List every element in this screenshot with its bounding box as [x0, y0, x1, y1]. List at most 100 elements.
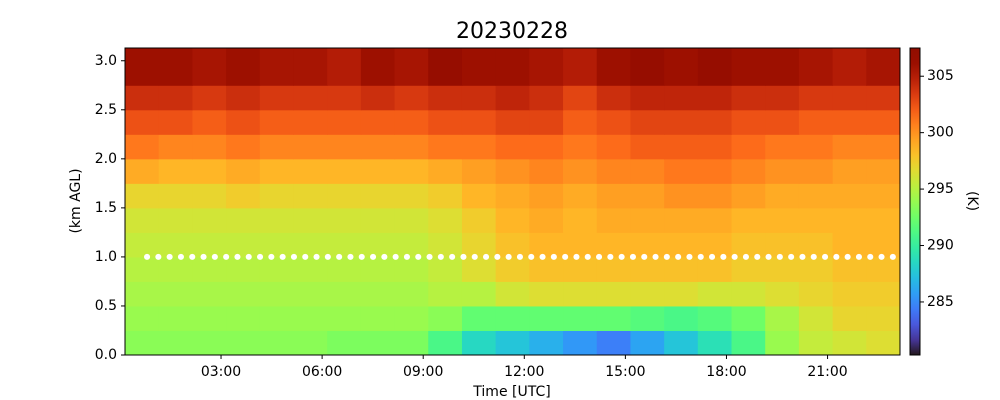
x-tick-label: 03:00 [201, 364, 241, 380]
plot-frame [124, 47, 901, 356]
heatmap-cell [529, 134, 564, 160]
heatmap-cell [765, 48, 800, 86]
y-tick-label: 1.0 [95, 249, 117, 265]
heatmap-cell [394, 232, 429, 258]
heatmap-cell [259, 330, 294, 356]
colorbar [909, 47, 921, 356]
heatmap-cell [664, 305, 699, 331]
heatmap-cell [563, 85, 598, 111]
heatmap-cell [327, 158, 362, 184]
heatmap-cell [529, 330, 564, 356]
heatmap-cell [765, 85, 800, 111]
heatmap-cell [866, 48, 901, 86]
heatmap-cell [259, 85, 294, 111]
heatmap-cell [866, 109, 901, 135]
heatmap-cell [125, 48, 160, 86]
heatmap-cell [394, 48, 429, 86]
heatmap-cell [158, 48, 193, 86]
heatmap-cell [832, 207, 867, 233]
heatmap-cell [529, 48, 564, 86]
heatmap-cell [293, 281, 328, 307]
heatmap-cell [798, 256, 834, 282]
heatmap-cell [293, 158, 328, 184]
heatmap-cell [158, 281, 193, 307]
heatmap-cell [563, 305, 598, 331]
heatmap-cell [664, 158, 699, 184]
heatmap-cell [765, 183, 800, 209]
heatmap-cell [327, 183, 362, 209]
heatmap-cell [563, 158, 598, 184]
heatmap-cell [428, 281, 463, 307]
heatmap-cell [697, 256, 733, 282]
heatmap-cell [192, 207, 227, 233]
heatmap-cell [293, 48, 328, 86]
heatmap-cell [158, 109, 193, 135]
heatmap-cell [731, 158, 766, 184]
heatmap-cell [664, 48, 699, 86]
heatmap-cell [495, 281, 530, 307]
heatmap-cell [259, 232, 294, 258]
x-tick-label: 06:00 [302, 364, 342, 380]
heatmap-cell [529, 109, 564, 135]
y-tick-label: 0.5 [95, 298, 117, 314]
y-tick-label: 2.5 [95, 102, 117, 118]
heatmap-cell [394, 330, 429, 356]
heatmap-cell [866, 85, 901, 111]
x-tick-label: 12:00 [504, 364, 544, 380]
heatmap-cell [226, 183, 261, 209]
heatmap-cell [428, 256, 463, 282]
heatmap-cell [428, 85, 463, 111]
heatmap-cell [664, 281, 699, 307]
colorbar-label: (K) [964, 191, 980, 211]
heatmap-cell [158, 134, 193, 160]
heatmap-cell [563, 134, 598, 160]
y-axis-label: (km AGL) [68, 168, 84, 233]
heatmap-cell [158, 232, 193, 258]
heatmap-cell [798, 109, 834, 135]
heatmap-cell [529, 281, 564, 307]
heatmap-cell [697, 305, 733, 331]
heatmap-cell [596, 158, 631, 184]
heatmap-cell [630, 48, 665, 86]
colorbar-tick-label: 285 [927, 294, 954, 310]
heatmap-cell [866, 158, 901, 184]
heatmap-cell [327, 48, 362, 86]
heatmap-cell [158, 183, 193, 209]
heatmap-cell [259, 256, 294, 282]
heatmap-cell [630, 109, 665, 135]
heatmap-cell [226, 232, 261, 258]
heatmap-cell [125, 305, 160, 331]
heatmap-cell [529, 256, 564, 282]
heatmap-cell [125, 158, 160, 184]
heatmap-cell [327, 330, 362, 356]
heatmap-cell [798, 158, 834, 184]
heatmap-cell [765, 134, 800, 160]
heatmap-cell [563, 256, 598, 282]
heatmap-cell [259, 158, 294, 184]
heatmap-cell [125, 232, 160, 258]
heatmap-cell [293, 256, 328, 282]
heatmap-cell [360, 330, 396, 356]
heatmap-cell [192, 256, 227, 282]
heatmap-cell [226, 109, 261, 135]
heatmap-cell [765, 256, 800, 282]
heatmap-cell [630, 305, 665, 331]
heatmap-cell [563, 109, 598, 135]
heatmap-cell [832, 48, 867, 86]
heatmap-cell [563, 207, 598, 233]
heatmap-cell [866, 232, 901, 258]
heatmap-cell [226, 305, 261, 331]
heatmap-cell [226, 134, 261, 160]
heatmap-cell [360, 158, 396, 184]
heatmap-cell [630, 158, 665, 184]
x-tick-label: 18:00 [706, 364, 746, 380]
heatmap-cell [798, 305, 834, 331]
heatmap-cell [259, 207, 294, 233]
heatmap-cell [158, 207, 193, 233]
heatmap-cell [798, 183, 834, 209]
heatmap-cell [731, 183, 766, 209]
heatmap-cell [293, 109, 328, 135]
heatmap-cell [158, 305, 193, 331]
heatmap-cell [192, 330, 227, 356]
y-tick-label: 2.0 [95, 151, 117, 167]
